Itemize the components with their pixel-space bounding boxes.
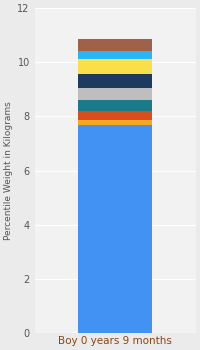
Bar (78, 60, 152, 74)
Bar (78, 88, 152, 100)
Bar (78, 100, 152, 111)
Bar (78, 74, 152, 88)
Bar (78, 111, 152, 120)
Bar (78, 125, 152, 333)
Bar (78, 39, 152, 51)
Bar (78, 51, 152, 60)
Bar (78, 120, 152, 125)
Y-axis label: Percentile Weight in Kilograms: Percentile Weight in Kilograms (4, 101, 13, 240)
